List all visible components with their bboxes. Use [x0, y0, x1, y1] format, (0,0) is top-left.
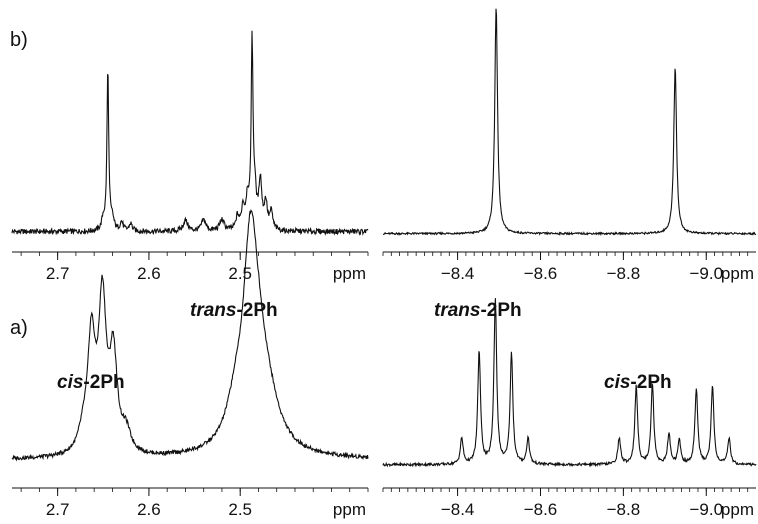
spectrum-line — [11, 30, 369, 236]
spectrum-line — [382, 298, 757, 468]
x-tick-label: −9.0 — [689, 264, 723, 283]
x-tick-label: −8.8 — [607, 264, 641, 283]
x-tick-label: 2.5 — [228, 264, 252, 283]
x-tick-label: −9.0 — [689, 500, 723, 519]
panel-label-b: b) — [10, 29, 28, 51]
x-tick-label: 2.5 — [228, 500, 252, 519]
annotation-a-right-trans: trans-2Ph — [434, 300, 522, 321]
annotation-a-left-cis: cis-2Ph — [57, 372, 125, 393]
x-axis-unit-label: ppm — [333, 264, 366, 283]
x-axis-unit-label: ppm — [721, 500, 754, 519]
panel-label-a: a) — [10, 317, 28, 339]
x-tick-label: −8.6 — [524, 264, 558, 283]
spectrum-line — [11, 208, 369, 462]
spectrum-panel-b-left: 2.7 2.6 2.5 ppm — [11, 30, 369, 283]
x-axis-unit-label: ppm — [333, 500, 366, 519]
x-tick-label: 2.6 — [137, 264, 161, 283]
x-tick-label: −8.4 — [441, 264, 475, 283]
annotation-a-left-trans: trans-2Ph — [190, 300, 278, 321]
annotation-a-right-cis: cis-2Ph — [604, 372, 672, 393]
x-tick-label: 2.7 — [46, 264, 70, 283]
x-tick-label: −8.6 — [524, 500, 558, 519]
x-axis-unit-label: ppm — [721, 264, 754, 283]
x-tick-label: 2.6 — [137, 500, 161, 519]
x-tick-label: 2.7 — [46, 500, 70, 519]
x-tick-label: −8.4 — [441, 500, 475, 519]
spectrum-panel-a-left: 2.7 2.6 2.5 ppm — [11, 208, 369, 519]
x-tick-label: −8.8 — [607, 500, 641, 519]
spectrum-line — [382, 8, 757, 237]
